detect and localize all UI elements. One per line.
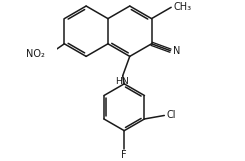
Text: HN: HN [115, 77, 129, 86]
Text: F: F [122, 150, 127, 160]
Text: Cl: Cl [166, 110, 175, 120]
Text: N: N [173, 46, 180, 56]
Text: NO₂: NO₂ [26, 49, 45, 60]
Text: CH₃: CH₃ [173, 2, 191, 12]
